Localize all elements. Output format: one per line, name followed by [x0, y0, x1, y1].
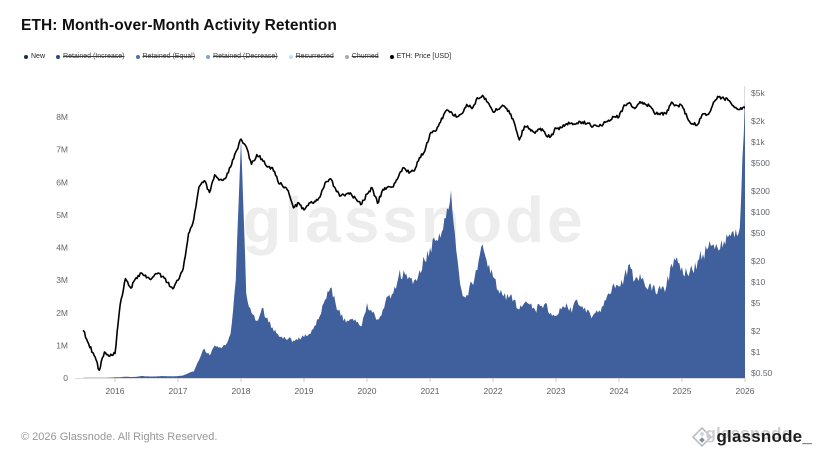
- right-axis-tick-label: $5: [751, 298, 761, 308]
- right-axis-tick-label: $10: [751, 277, 765, 287]
- x-axis-tick-label: 2016: [106, 386, 125, 396]
- legend-color-dot-icon: [389, 54, 394, 59]
- right-axis-tick-label: $20: [751, 256, 765, 266]
- left-axis-tick-label: 8M: [56, 112, 68, 122]
- x-axis-tick-label: 2020: [358, 386, 377, 396]
- left-axis-tick-label: 6M: [56, 177, 68, 187]
- logo-ghost-text: glassnode_: [705, 424, 801, 443]
- legend-item-label: Resurrected: [295, 53, 334, 60]
- new-addresses-area[interactable]: [83, 100, 746, 378]
- legend-item-retained-equal[interactable]: Retained (Equal): [135, 53, 196, 60]
- left-axis-tick-label: 5M: [56, 210, 68, 220]
- legend-color-dot-icon: [135, 54, 140, 59]
- legend-item-resurrected[interactable]: Resurrected: [288, 53, 334, 60]
- legend-item-label: Retained (Equal): [142, 53, 196, 60]
- x-axis-tick-label: 2018: [232, 386, 251, 396]
- legend-item-churned[interactable]: Churned: [344, 53, 379, 60]
- x-axis-tick-label: 2026: [736, 386, 755, 396]
- left-axis-tick-label: 4M: [56, 243, 68, 253]
- right-axis-tick-label: $200: [751, 186, 770, 196]
- x-axis-tick-label: 2021: [421, 386, 440, 396]
- legend-color-dot-icon: [24, 54, 28, 59]
- right-axis-tick-label: $2k: [751, 116, 765, 126]
- left-axis-tick-label: 3M: [56, 275, 68, 285]
- glassnode-logo[interactable]: glassnode_ glassnode_: [692, 424, 812, 447]
- legend: New Retained (Increase) Retained (Equal) Re…: [24, 53, 451, 60]
- right-axis-tick-label: $0.50: [751, 368, 773, 378]
- legend-item-label: Retained (Decrease): [213, 53, 278, 60]
- right-axis-tick-label: $500: [751, 158, 770, 168]
- right-axis-tick-label: $100: [751, 207, 770, 217]
- legend-item-label: New: [31, 53, 46, 60]
- x-axis-tick-label: 2017: [169, 386, 188, 396]
- legend-color-dot-icon: [288, 54, 293, 59]
- legend-item-label: Churned: [351, 53, 379, 60]
- legend-color-dot-icon: [206, 54, 211, 59]
- legend-item-retained-increase[interactable]: Retained (Increase): [56, 53, 125, 60]
- left-axis-tick-label: 2M: [56, 308, 68, 318]
- right-axis-tick-label: $1k: [751, 137, 765, 147]
- legend-color-dot-icon: [56, 54, 61, 59]
- right-axis-tick-label: $2: [751, 326, 761, 336]
- copyright-text: © 2026 Glassnode. All Rights Reserved.: [21, 431, 218, 443]
- right-axis-tick-label: $50: [751, 228, 765, 238]
- x-axis-tick-label: 2023: [547, 386, 566, 396]
- legend-item-new[interactable]: New: [24, 53, 45, 60]
- page-title: ETH: Month-over-Month Activity Retention: [21, 17, 337, 34]
- x-axis-tick-label: 2022: [484, 386, 503, 396]
- glassnode-diamond-icon: [692, 427, 713, 447]
- logo-text: glassnode_: [716, 427, 812, 446]
- left-axis-tick-label: 1M: [56, 340, 68, 350]
- right-axis-tick-label: $5k: [751, 88, 765, 98]
- x-axis-tick-label: 2025: [673, 386, 692, 396]
- left-axis-tick-label: 0: [63, 373, 68, 383]
- legend-item-eth-price-usd[interactable]: ETH: Price [USD]: [389, 53, 452, 60]
- legend-item-label: Retained (Increase): [63, 53, 125, 60]
- right-axis-tick-label: $1: [751, 347, 761, 357]
- left-axis-tick-label: 7M: [56, 145, 68, 155]
- logo-text-wrap: glassnode_ glassnode_: [705, 424, 812, 447]
- x-axis-tick-label: 2024: [610, 386, 629, 396]
- legend-item-retained-decrease[interactable]: Retained (Decrease): [206, 53, 278, 60]
- x-axis-tick-label: 2019: [295, 386, 314, 396]
- legend-color-dot-icon: [344, 54, 349, 59]
- legend-item-label: ETH: Price [USD]: [396, 53, 452, 60]
- eth-price-line[interactable]: [82, 94, 746, 371]
- glassnode-watermark: glassnode: [242, 184, 586, 256]
